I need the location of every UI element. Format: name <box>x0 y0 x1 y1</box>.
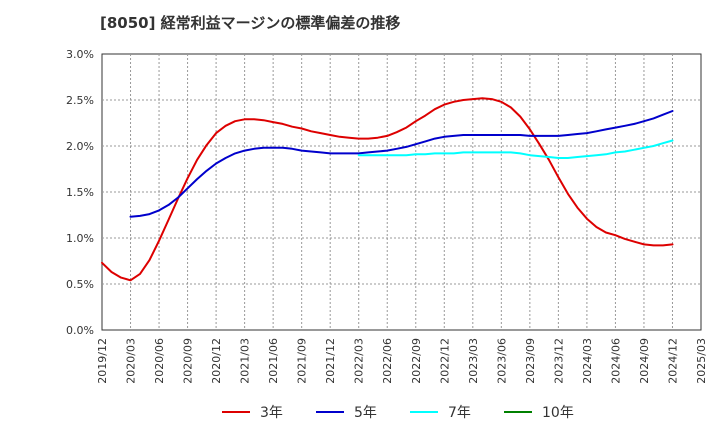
legend-label-3y: 3年 <box>260 405 283 421</box>
x-tick-label: 2022/03 <box>353 338 366 384</box>
x-tick-label: 2023/12 <box>552 338 565 384</box>
legend-item-5y: 5年 <box>316 402 377 422</box>
legend-item-10y: 10年 <box>504 402 574 422</box>
legend: 3年 5年 7年 10年 <box>0 402 720 426</box>
legend-label-5y: 5年 <box>354 405 377 421</box>
x-tick-label: 2020/03 <box>125 338 138 384</box>
legend-swatch-10y <box>504 411 532 413</box>
y-tick-label: 0.5% <box>66 278 94 291</box>
x-tick-label: 2024/12 <box>666 338 679 384</box>
legend-swatch-7y <box>410 411 438 413</box>
legend-item-3y: 3年 <box>222 402 283 422</box>
x-tick-label: 2024/06 <box>609 338 622 384</box>
x-tick-label: 2021/09 <box>296 338 309 384</box>
y-tick-label: 2.5% <box>66 94 94 107</box>
x-tick-label: 2020/06 <box>153 338 166 384</box>
grid-layer <box>102 54 701 330</box>
x-tick-label: 2021/06 <box>267 338 280 384</box>
x-tick-label: 2025/03 <box>695 338 708 384</box>
legend-label-7y: 7年 <box>448 405 471 421</box>
x-axis-ticks: 2019/12 2020/03 2020/06 2020/09 2020/12 2021/… <box>96 338 708 384</box>
x-tick-label: 2020/09 <box>182 338 195 384</box>
plot-area <box>101 53 702 331</box>
x-tick-label: 2021/12 <box>324 338 337 384</box>
x-tick-label: 2019/12 <box>96 338 109 384</box>
y-tick-label: 1.5% <box>66 186 94 199</box>
legend-item-7y: 7年 <box>410 402 471 422</box>
x-tick-label: 2023/06 <box>495 338 508 384</box>
x-tick-label: 2022/09 <box>410 338 423 384</box>
chart-title: [8050] 経常利益マージンの標準偏差の推移 <box>100 14 401 32</box>
x-tick-label: 2022/06 <box>381 338 394 384</box>
x-tick-label: 2020/12 <box>210 338 223 384</box>
series-line-1 <box>129 110 674 218</box>
x-tick-label: 2022/12 <box>438 338 451 384</box>
series-line-2 <box>357 139 674 159</box>
x-tick-label: 2024/03 <box>581 338 594 384</box>
y-tick-label: 3.0% <box>66 48 94 61</box>
y-tick-label: 0.0% <box>66 324 94 337</box>
y-axis-ticks: 0.0% 0.5% 1.0% 1.5% 2.0% 2.5% 3.0% <box>66 48 94 337</box>
legend-swatch-3y <box>222 411 250 413</box>
x-tick-label: 2024/09 <box>638 338 651 384</box>
series-line-0 <box>101 97 674 282</box>
y-tick-label: 1.0% <box>66 232 94 245</box>
x-tick-label: 2021/03 <box>239 338 252 384</box>
x-tick-label: 2023/03 <box>467 338 480 384</box>
series-layer <box>101 97 674 282</box>
legend-label-10y: 10年 <box>542 405 574 421</box>
y-tick-label: 2.0% <box>66 140 94 153</box>
x-tick-label: 2023/09 <box>524 338 537 384</box>
legend-swatch-5y <box>316 411 344 413</box>
